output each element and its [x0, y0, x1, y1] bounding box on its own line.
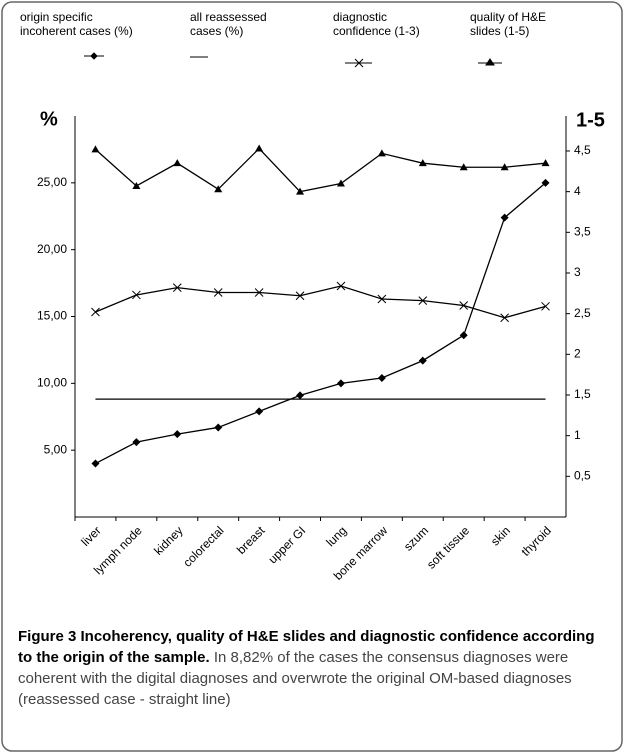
- x-tick-label: lung: [323, 523, 349, 549]
- point: [377, 373, 386, 382]
- caption: Figure 3 Incoherency, quality of H&E sli…: [18, 626, 610, 710]
- point: [254, 288, 264, 297]
- point: [336, 281, 346, 291]
- point: [91, 459, 100, 468]
- legend-markers: [84, 52, 502, 68]
- x-tick-label: colorectal: [180, 523, 226, 569]
- point: [91, 307, 100, 317]
- point: [295, 291, 305, 301]
- x-tick-label: breast: [234, 523, 268, 557]
- y2-tick-label: 4,5: [574, 143, 591, 157]
- point: [173, 430, 182, 439]
- legend-entry: all reassessed cases (%): [190, 10, 267, 38]
- point: [336, 179, 345, 187]
- y2-tick-label: 2: [574, 346, 581, 360]
- point: [418, 296, 428, 305]
- point: [214, 423, 223, 432]
- point: [377, 149, 386, 157]
- legend-marker: [354, 58, 364, 68]
- y2-tick-label: 4: [574, 184, 581, 198]
- y-tick-label: 15,00: [37, 309, 67, 323]
- point: [173, 159, 182, 167]
- y-axis-title: %: [40, 108, 58, 130]
- y-tick-label: 20,00: [37, 242, 67, 256]
- point: [214, 185, 223, 193]
- x-tick-label: liver: [78, 523, 103, 548]
- point: [541, 159, 550, 167]
- point: [132, 181, 141, 189]
- y2-axis-title: 1-5: [576, 109, 605, 131]
- y2-tick-label: 3,5: [574, 224, 591, 238]
- point: [541, 301, 550, 311]
- x-tick-label: kidney: [151, 523, 185, 557]
- y2-tick-label: 0,5: [574, 469, 591, 483]
- point: [296, 391, 305, 400]
- legend-entry: diagnostic confidence (1-3): [333, 10, 420, 38]
- point: [418, 159, 427, 167]
- y2-tick-label: 1: [574, 428, 581, 442]
- point: [377, 294, 387, 304]
- legend-marker: [90, 52, 98, 60]
- point: [500, 213, 509, 222]
- point: [255, 144, 264, 152]
- point: [296, 187, 305, 195]
- x-tick-label: soft tissue: [424, 523, 472, 571]
- legend-entry: origin specific incoherent cases (%): [20, 10, 133, 38]
- point: [213, 288, 223, 297]
- series-line: [95, 182, 546, 465]
- point: [132, 438, 141, 447]
- point: [91, 145, 100, 153]
- legend-marker: [485, 58, 495, 66]
- x-tick-label: szum: [401, 523, 431, 553]
- x-tick-label: upper GI: [265, 523, 308, 566]
- x-tick-label: thyroid: [519, 523, 554, 558]
- point: [541, 178, 550, 187]
- y2-tick-label: 1,5: [574, 387, 591, 401]
- point: [459, 331, 468, 340]
- point: [336, 379, 345, 388]
- series-line: [95, 147, 546, 193]
- point: [459, 301, 469, 310]
- y2-tick-label: 3: [574, 265, 581, 279]
- series-line: [95, 285, 546, 319]
- point: [172, 283, 182, 292]
- y-tick-label: 10,00: [37, 376, 67, 390]
- caption-text: In 8,82% of the cases the consensus diag…: [18, 649, 572, 708]
- point: [500, 313, 509, 323]
- point: [255, 407, 264, 416]
- y-tick-label: 5,00: [44, 442, 68, 456]
- x-tick-label: skin: [488, 523, 513, 548]
- y2-tick-label: 2,5: [574, 306, 591, 320]
- legend-entry: quality of H&E slides (1-5): [470, 10, 547, 38]
- point: [132, 290, 141, 300]
- point: [459, 163, 468, 171]
- caption-bold: Figure 3 Incoherency, quality of H&E sli…: [18, 628, 595, 666]
- point: [418, 356, 427, 365]
- y-tick-label: 25,00: [37, 175, 67, 189]
- point: [500, 163, 509, 171]
